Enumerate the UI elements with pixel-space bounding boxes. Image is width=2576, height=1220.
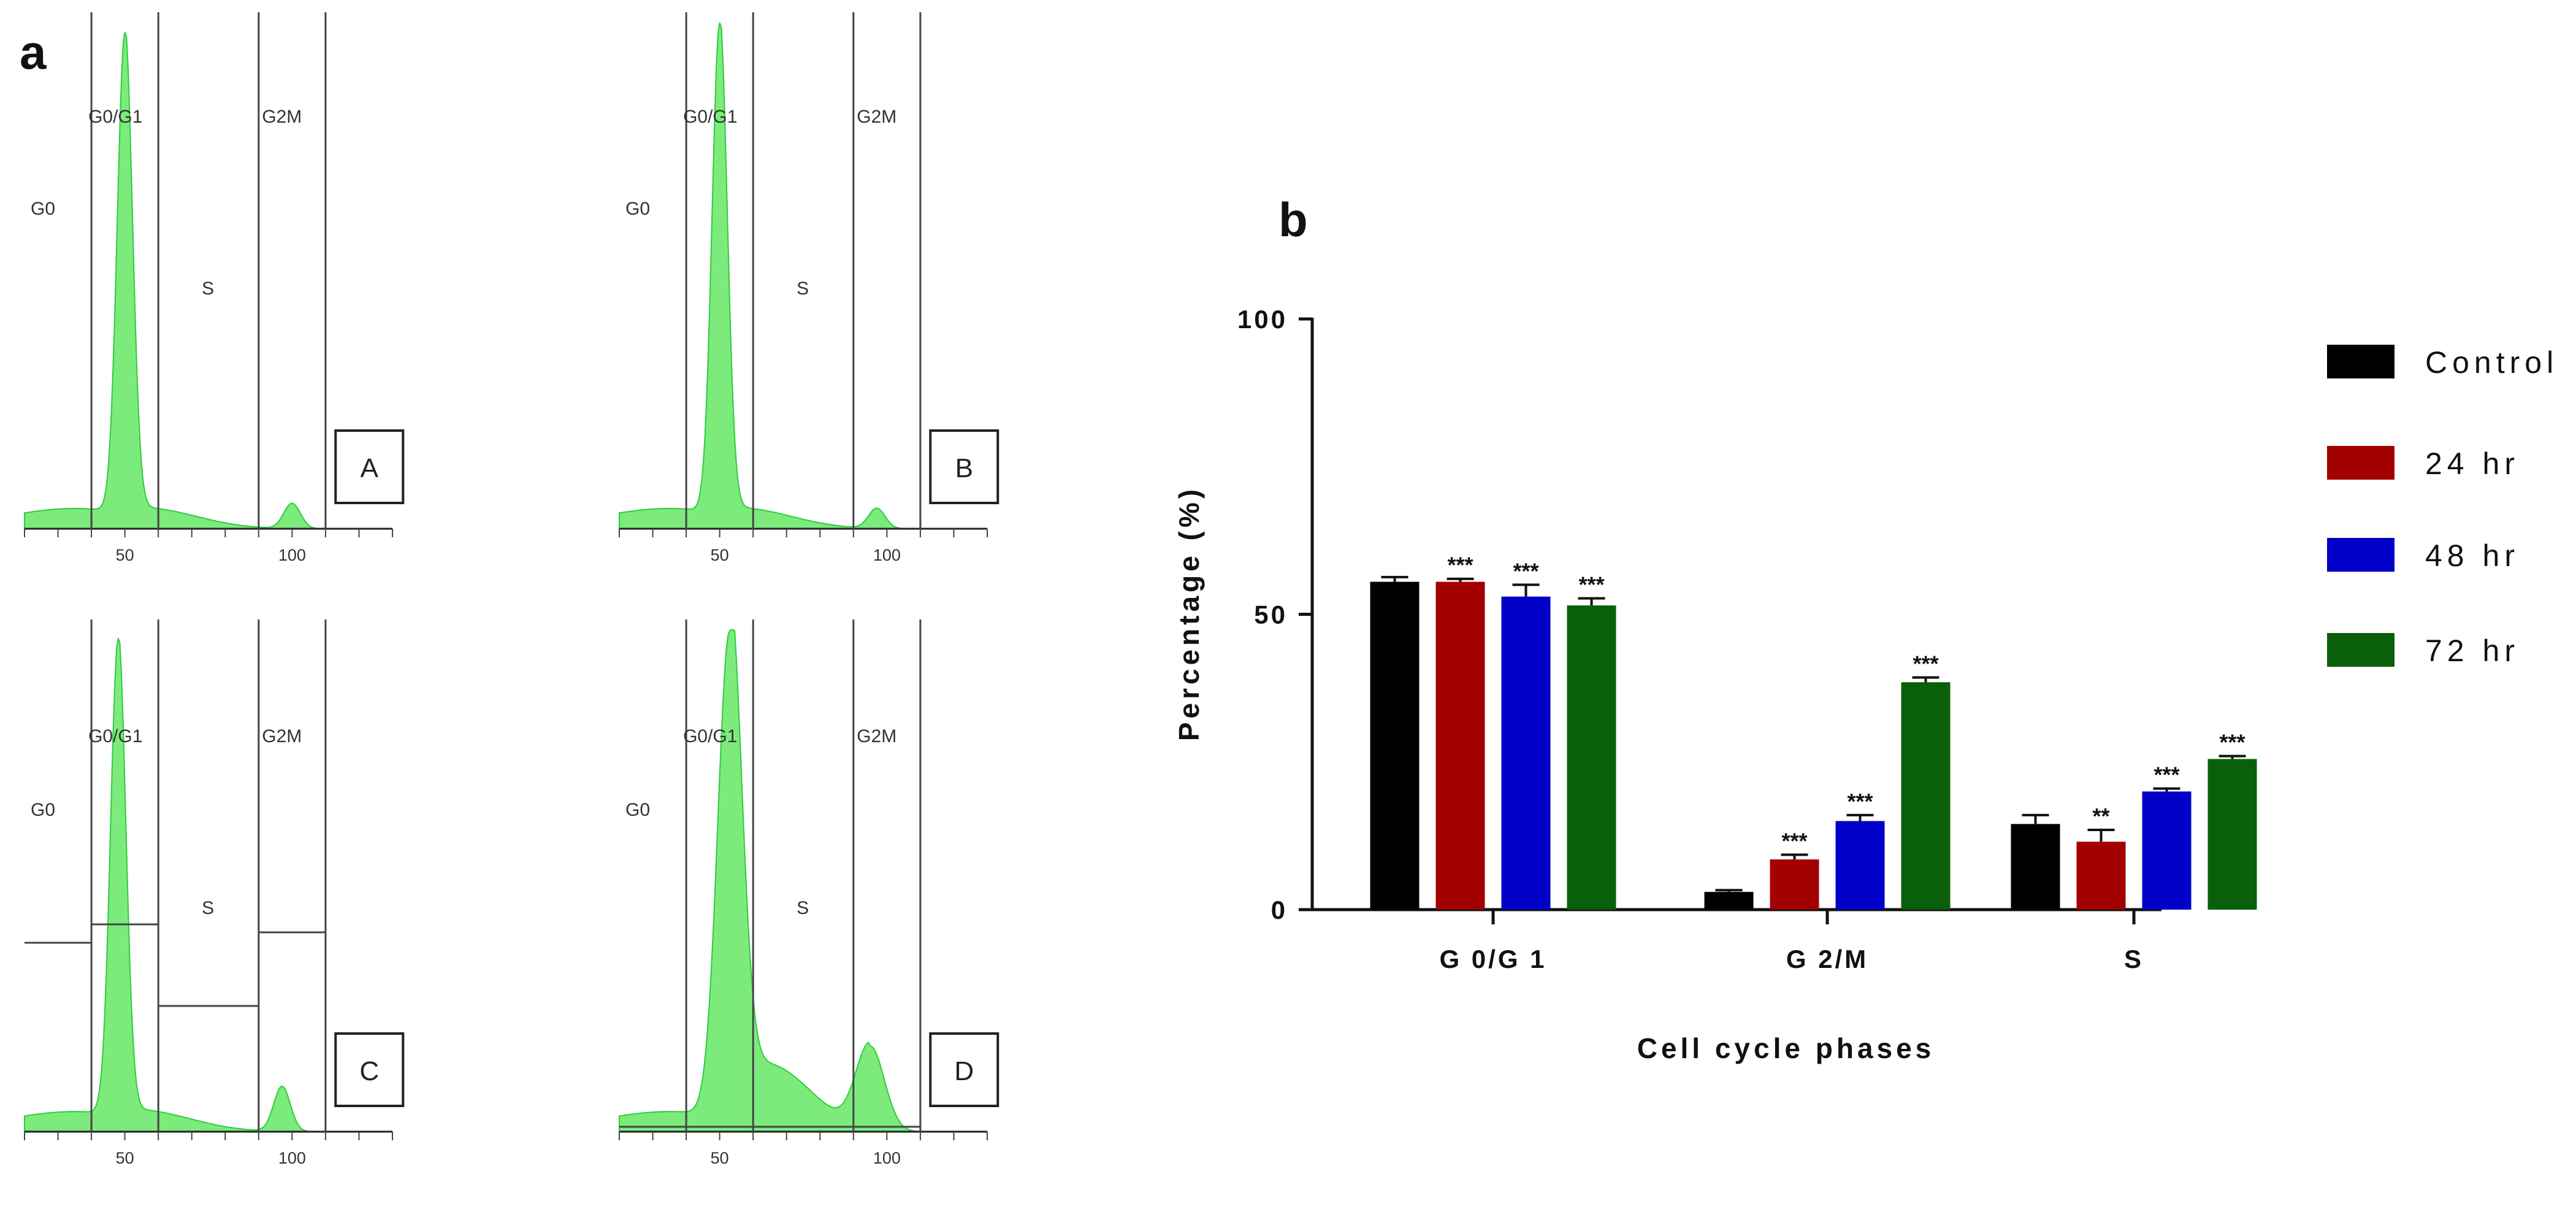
histogram-group: 50 100 G0 G0/G1 S G2M A 50 100 G0 G0/G1 S G2M B 50 100 G… — [24, 12, 999, 1167]
gate-label-g2m: G2M — [262, 107, 302, 127]
y-axis-title: Percentage (%) — [1173, 486, 1205, 741]
y-tick-label: 50 — [1254, 600, 1288, 629]
x-tick-label: S — [2124, 945, 2144, 973]
significance-label: *** — [1781, 828, 1807, 853]
legend-swatch-3 — [2327, 633, 2394, 667]
panel-a-letter: a — [20, 25, 47, 79]
legend-swatch-1 — [2327, 446, 2394, 480]
significance-label: *** — [2219, 730, 2245, 755]
bar-control-0 — [1370, 581, 1420, 910]
panel-box — [929, 1032, 999, 1107]
histogram-tick-label: 50 — [711, 1149, 729, 1167]
histogram-tick-label: 100 — [873, 1149, 901, 1167]
gate-label-g2m: G2M — [857, 726, 896, 746]
histogram-tick-label: 50 — [116, 1149, 134, 1167]
gate-label-s: S — [202, 278, 214, 299]
histogram-panel-b: 50 100 G0 G0/G1 S G2M B — [619, 12, 999, 564]
x-tick-label: G 0/G 1 — [1439, 945, 1546, 973]
gate-label-g0g1: G0/G1 — [88, 726, 142, 746]
histogram-tick-label: 50 — [711, 546, 729, 564]
legend-label-3: 72 hr — [2425, 634, 2520, 668]
histogram-panel-a: 50 100 G0 G0/G1 S G2M A — [24, 12, 405, 564]
legend-label-0: Control — [2425, 345, 2558, 380]
gate-label-s: S — [797, 278, 809, 299]
significance-label: *** — [2154, 762, 2179, 788]
panel-box — [334, 429, 405, 504]
panel-box-label: D — [954, 1056, 974, 1086]
bar-24-hr-2 — [2076, 842, 2126, 910]
legend-label-1: 24 hr — [2425, 447, 2520, 481]
gate-label-g0g1: G0/G1 — [683, 726, 737, 746]
x-tick-label: G 2/M — [1786, 945, 1868, 973]
bar-72-hr-0 — [1567, 605, 1616, 910]
gate-label-g0: G0 — [625, 800, 650, 820]
histogram-tick-label: 50 — [116, 546, 134, 564]
panel-box-label: B — [955, 453, 973, 483]
bar-48-hr-2 — [2142, 791, 2192, 910]
histogram-tick-label: 100 — [278, 1149, 306, 1167]
gate-label-g0: G0 — [31, 199, 55, 219]
legend-swatch-2 — [2327, 538, 2394, 572]
legend-swatch-0 — [2327, 345, 2394, 378]
gate-label-g0: G0 — [31, 800, 55, 820]
panel-box-label: C — [359, 1056, 379, 1086]
significance-label: *** — [1913, 651, 1938, 677]
histogram-tick-label: 100 — [278, 546, 306, 564]
bar-24-hr-0 — [1435, 581, 1485, 910]
gate-label-g2m: G2M — [262, 726, 302, 746]
histogram-area — [619, 629, 928, 1132]
histogram-panel-c: 50 100 G0 G0/G1 S G2M C — [24, 620, 405, 1167]
histogram-area — [619, 22, 927, 529]
histogram-tick-label: 100 — [873, 546, 901, 564]
panel-b-letter: b — [1278, 193, 1308, 247]
bar-control-1 — [1704, 892, 1754, 910]
y-tick-label: 100 — [1237, 305, 1288, 334]
significance-label: *** — [1513, 558, 1538, 583]
bar-control-2 — [2011, 824, 2060, 910]
panel-box — [334, 1032, 405, 1107]
bar-72-hr-2 — [2207, 759, 2257, 910]
gate-label-g0g1: G0/G1 — [683, 107, 737, 127]
gate-label-g0: G0 — [625, 199, 650, 219]
significance-label: *** — [1847, 789, 1873, 814]
x-axis-title: Cell cycle phases — [1637, 1032, 1935, 1064]
gate-label-s: S — [797, 898, 809, 918]
gate-label-g0g1: G0/G1 — [88, 107, 142, 127]
histogram-panel-d: 50 100 G0 G0/G1 S G2M D — [619, 620, 999, 1167]
y-tick-label: 0 — [1271, 896, 1288, 924]
significance-label: *** — [1447, 553, 1473, 578]
panel-box-label: A — [361, 453, 379, 483]
bar-48-hr-0 — [1501, 596, 1551, 910]
histogram-area — [24, 638, 332, 1132]
gate-label-s: S — [202, 898, 214, 918]
bar-48-hr-1 — [1835, 821, 1885, 910]
panel-box — [929, 429, 999, 504]
bar-24-hr-1 — [1770, 859, 1819, 910]
bar-72-hr-1 — [1901, 682, 1951, 910]
histogram-area — [24, 32, 332, 529]
significance-label: *** — [1578, 572, 1604, 597]
significance-label: ** — [2092, 804, 2109, 829]
gate-label-g2m: G2M — [857, 107, 896, 127]
legend-label-2: 48 hr — [2425, 539, 2520, 573]
